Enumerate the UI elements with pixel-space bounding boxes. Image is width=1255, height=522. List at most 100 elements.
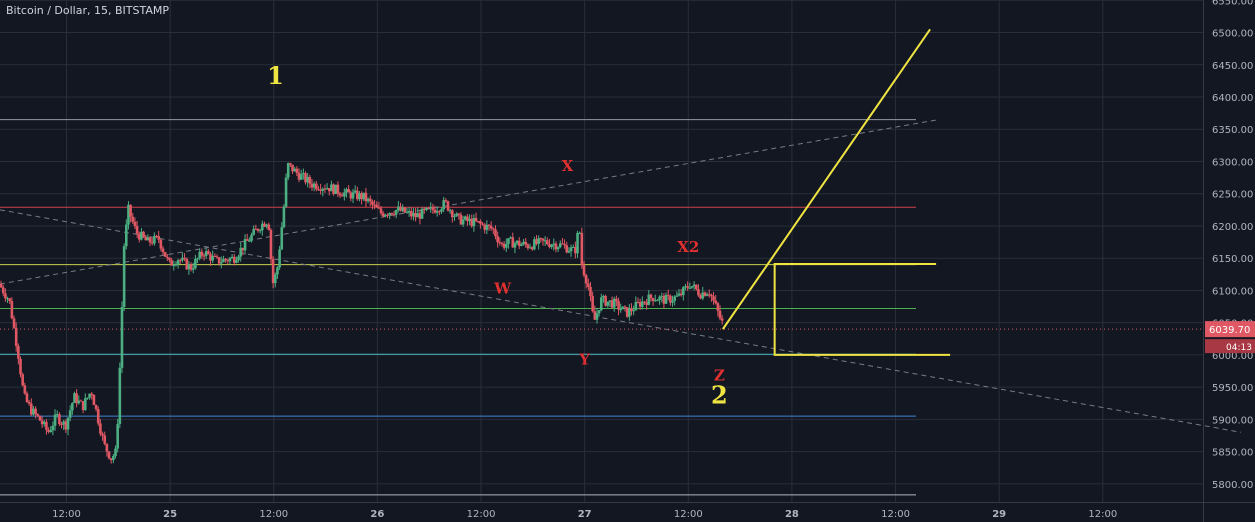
candle-body: [517, 240, 521, 246]
candle-body: [99, 423, 102, 434]
candle-body: [81, 401, 85, 411]
candle-body: [431, 206, 435, 210]
time-tick-label: 25: [163, 509, 177, 520]
candle-body: [675, 295, 679, 297]
candle-body: [530, 247, 534, 250]
candle-body: [580, 232, 584, 266]
candle-body: [451, 210, 454, 218]
candle-body: [610, 300, 614, 308]
candle-body: [438, 211, 441, 213]
candle-body: [463, 216, 467, 220]
candle-body: [662, 295, 666, 304]
candle-body: [189, 264, 193, 270]
candle-body: [144, 236, 148, 241]
candle-body: [522, 241, 525, 245]
candle-body: [664, 295, 668, 304]
candle-body: [584, 275, 588, 284]
candle-body: [263, 223, 266, 227]
candle-body: [496, 236, 499, 243]
candle-body: [364, 192, 368, 202]
candle-body: [230, 256, 234, 259]
candle-body: [403, 207, 407, 213]
candle-body: [219, 262, 223, 264]
candle-body: [625, 307, 629, 317]
candle-body: [524, 241, 528, 245]
candle-body: [30, 403, 33, 415]
time-tick-label: 12:00: [259, 509, 288, 520]
candle-body: [34, 408, 37, 414]
candle-body: [710, 294, 713, 297]
candle-body: [155, 235, 158, 237]
symbol-title: Bitcoin / Dollar, 15, BITSTAMP: [6, 4, 169, 17]
candle-body: [422, 208, 426, 210]
candle-body: [314, 183, 318, 190]
candle-body: [166, 256, 169, 258]
candle-body: [429, 206, 433, 209]
candle-body: [323, 188, 327, 190]
candle-body: [470, 218, 474, 227]
candle-body: [446, 201, 450, 211]
candle-body: [571, 246, 575, 248]
candle-body: [284, 177, 288, 207]
candle-body: [362, 192, 366, 200]
candle-body: [137, 233, 141, 240]
current-price-tag: [1205, 321, 1255, 338]
candle-body: [224, 258, 227, 261]
candle-body: [8, 298, 12, 302]
candle-body: [21, 374, 24, 386]
candle-body: [593, 311, 597, 320]
candle-body: [433, 209, 437, 213]
candle-body: [125, 224, 128, 247]
candle-body: [161, 248, 165, 253]
time-tick-label: 12:00: [1088, 509, 1117, 520]
candle-body: [215, 256, 219, 258]
price-tick-label: 5800.00: [1212, 480, 1253, 491]
candle-body: [632, 310, 635, 312]
candle-body: [105, 443, 109, 452]
candle-body: [181, 257, 184, 261]
candle-body: [23, 385, 27, 394]
candle-body: [163, 252, 167, 257]
price-tick-label: 5850.00: [1212, 448, 1253, 459]
candle-body: [453, 216, 456, 218]
candle-body: [310, 183, 314, 188]
time-tick-label: 12:00: [881, 509, 910, 520]
candle-body: [42, 421, 46, 425]
candle-body: [122, 246, 126, 307]
candle-body: [71, 402, 74, 411]
price-tick-label: 6450.00: [1212, 61, 1253, 72]
wave-label: Y: [578, 351, 590, 369]
time-tick-label: 29: [992, 509, 1006, 520]
candle-body: [185, 258, 189, 270]
candle-body: [114, 448, 117, 457]
price-tick-label: 5950.00: [1212, 383, 1253, 394]
candle-body: [196, 258, 199, 260]
candle-body: [347, 189, 350, 193]
candle-body: [684, 286, 687, 288]
candle-body: [222, 258, 225, 263]
time-tick-label: 12:00: [52, 509, 81, 520]
candle-body: [88, 393, 91, 398]
candle-body: [256, 228, 260, 231]
candle-body: [55, 414, 59, 416]
candle-body: [107, 451, 111, 459]
candle-body: [420, 208, 424, 219]
candle-body: [332, 184, 335, 195]
candle-body: [127, 204, 130, 225]
candle-body: [673, 296, 676, 301]
candle-body: [261, 223, 264, 231]
candle-body: [388, 213, 392, 216]
candle-body: [252, 228, 255, 235]
candle-body: [280, 227, 284, 250]
candle-body: [707, 294, 711, 296]
candle-body: [444, 200, 448, 202]
candle-body: [694, 284, 698, 290]
candle-body: [533, 239, 536, 250]
candle-body: [306, 176, 309, 183]
candle-body: [574, 246, 577, 254]
candle-body: [120, 306, 124, 368]
candle-body: [515, 240, 519, 244]
candle-body: [498, 242, 502, 244]
